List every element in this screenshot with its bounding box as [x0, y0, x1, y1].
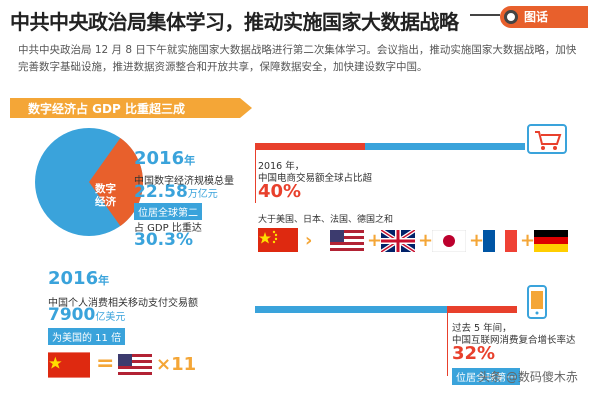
total-label: 中国数字经济规模总量 [134, 176, 234, 187]
equals-icon: = [96, 351, 115, 376]
digital-economy-pie [35, 128, 143, 236]
section-tag: 图话 [500, 6, 588, 28]
pie-label: 数字 经济 [95, 183, 116, 209]
mobile-pay-number: 7900 [48, 305, 96, 325]
rank-badge: 位居全球第二 [134, 203, 202, 220]
mobile-pay-badge: 为美国的 11 倍 [48, 328, 126, 345]
ecommerce-divider [255, 143, 256, 203]
usa-flag-icon [118, 354, 152, 376]
smartphone-icon [527, 285, 547, 319]
greater-than-icon: › [305, 230, 313, 251]
watermark: 头条 @数码傻木赤 [478, 370, 578, 384]
plus-icon: + [367, 230, 383, 251]
pie-label-line1: 数字 [95, 183, 116, 195]
tag-dot-icon [504, 10, 518, 24]
china-flag-icon [48, 352, 90, 378]
total-value: 22.58万亿元 [134, 182, 218, 202]
ecommerce-bar-rest [365, 143, 525, 150]
japan-flag-icon [432, 230, 466, 252]
germany-flag-icon [534, 230, 568, 252]
ecommerce-caption-2: 中国电商交易额全球占比超 [258, 173, 373, 184]
pie-digital-slice [89, 138, 143, 226]
retail-value: 32% [452, 343, 496, 364]
ecommerce-caption-1: 2016 年， [258, 161, 305, 172]
year-value: 2016 [134, 148, 185, 169]
year-suffix: 年 [98, 274, 110, 287]
banner-arrow [240, 98, 252, 118]
total-unit: 万亿元 [187, 189, 218, 200]
ecommerce-value: 40% [258, 181, 302, 202]
mobile-pay-unit: 亿美元 [95, 312, 126, 323]
retail-bar-china [447, 306, 517, 313]
multiplier-text: ×11 [156, 354, 197, 375]
total-number: 22.58 [134, 182, 188, 202]
ecommerce-bar-china [255, 143, 365, 150]
retail-bar-rest [255, 306, 447, 313]
tag-label: 图话 [524, 10, 549, 24]
usa-flag-icon [330, 230, 364, 252]
uk-flag-icon [381, 230, 415, 252]
plus-icon: + [469, 230, 485, 251]
plus-icon: + [520, 230, 536, 251]
retail-rank-badge: 位居全球第一 [452, 368, 520, 385]
year-suffix: 年 [184, 154, 196, 167]
gdp-value: 30.3% [134, 230, 193, 250]
section-banner: 数字经济占 GDP 比重超三成 [10, 98, 240, 118]
tag-connector [470, 14, 500, 16]
retail-divider [447, 306, 448, 376]
page-title: 中共中央政治局集体学习，推动实施国家大数据战略 [10, 10, 459, 34]
year-value: 2016 [48, 268, 99, 289]
retail-caption-1: 过去 5 年间， [452, 323, 512, 334]
mobile-pay-year: 2016年 [48, 268, 109, 289]
mobile-pay-label: 中国个人消费相关移动支付交易额 [48, 298, 198, 309]
ecommerce-compare: 大于美国、日本、法国、德国之和 [258, 215, 394, 225]
intro-paragraph: 中共中央政治局 12 月 8 日下午就实施国家大数据战略进行第二次集体学习。会议… [18, 44, 577, 73]
pie-label-line2: 经济 [95, 196, 116, 208]
plus-icon: + [418, 230, 434, 251]
shopping-cart-icon [527, 124, 567, 154]
france-flag-icon [483, 230, 517, 252]
banner-label: 数字经济占 GDP 比重超三成 [28, 102, 185, 116]
mobile-pay-value: 7900亿美元 [48, 305, 125, 325]
gdp-label: 占 GDP 比重达 [134, 223, 202, 234]
china-flag-icon [258, 228, 298, 252]
digital-economy-year: 2016年 [134, 148, 195, 169]
retail-caption-2: 中国互联网消费复合增长率达 [452, 335, 576, 346]
